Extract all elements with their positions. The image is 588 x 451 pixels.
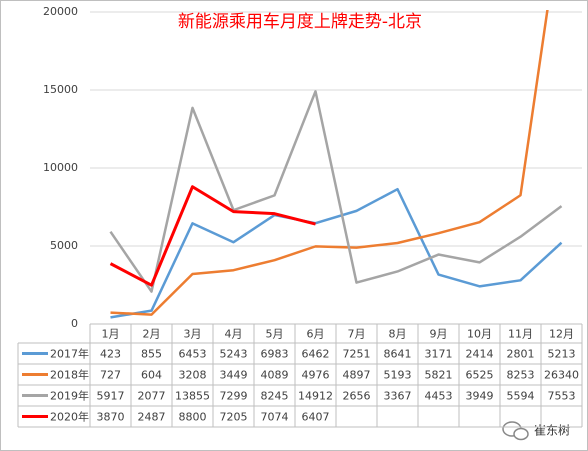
table-value: 8253 [507, 369, 535, 382]
series-line [109, 90, 563, 293]
watermark: 崔东树 [502, 421, 570, 441]
table-value: 6462 [302, 348, 330, 361]
table-value: 5594 [507, 390, 535, 403]
x-tick-label: 9月 [430, 328, 448, 341]
table-value: 2077 [138, 390, 166, 403]
watermark-icon [513, 427, 529, 441]
table-value: 2487 [138, 411, 166, 424]
table-value: 6407 [302, 411, 330, 424]
table-value: 4976 [302, 369, 330, 382]
table-value: 5243 [220, 348, 248, 361]
table-value: 3367 [384, 390, 412, 403]
chart-title: 新能源乘用车月度上牌走势-北京 [178, 12, 422, 32]
table-value: 7074 [261, 411, 289, 424]
table-value: 5917 [97, 390, 125, 403]
table-value: 26340 [544, 369, 579, 382]
x-tick-label: 4月 [225, 328, 243, 341]
table-value: 855 [141, 348, 162, 361]
table-value: 4089 [261, 369, 289, 382]
y-tick-label: 0 [71, 317, 78, 330]
x-tick-label: 5月 [266, 328, 284, 341]
table-value: 7205 [220, 411, 248, 424]
watermark-text: 崔东树 [534, 423, 570, 438]
legend-label: 2018年 [50, 368, 89, 382]
legend-label: 2020年 [50, 410, 89, 424]
table-value: 5821 [425, 369, 453, 382]
table-value: 6983 [261, 348, 289, 361]
table-value: 604 [141, 369, 162, 382]
table-value: 2414 [466, 348, 494, 361]
y-tick-label: 10000 [43, 161, 78, 174]
table-value: 423 [100, 348, 121, 361]
table-value: 7299 [220, 390, 248, 403]
table-value: 727 [100, 369, 121, 382]
series-line [109, 185, 316, 287]
table-value: 7251 [343, 348, 371, 361]
x-tick-label: 2月 [143, 328, 161, 341]
legend-label: 2017年 [50, 347, 89, 361]
table-value: 5213 [548, 348, 576, 361]
table-value: 4453 [425, 390, 453, 403]
table-value: 7553 [548, 390, 576, 403]
table-value: 8641 [384, 348, 412, 361]
x-tick-label: 11月 [508, 328, 533, 341]
table-value: 3171 [425, 348, 453, 361]
table-value: 14912 [298, 390, 333, 403]
x-tick-label: 8月 [389, 328, 407, 341]
table-value: 13855 [175, 390, 210, 403]
table-value: 2656 [343, 390, 371, 403]
y-tick-label: 15000 [43, 83, 78, 96]
x-tick-label: 12月 [549, 328, 574, 341]
table-value: 6525 [466, 369, 494, 382]
table-value: 3449 [220, 369, 248, 382]
series-line [110, 187, 563, 319]
table-value: 8800 [179, 411, 207, 424]
x-tick-label: 7月 [348, 328, 366, 341]
y-tick-label: 5000 [50, 239, 78, 252]
table-value: 3949 [466, 390, 494, 403]
legend-label: 2019年 [50, 389, 89, 403]
table-value: 2801 [507, 348, 535, 361]
plot-area [109, 10, 563, 319]
series-line [110, 10, 549, 316]
table-value: 6453 [179, 348, 207, 361]
x-tick-label: 10月 [467, 328, 492, 341]
table-value: 5193 [384, 369, 412, 382]
x-tick-label: 3月 [184, 328, 202, 341]
table-value: 8245 [261, 390, 289, 403]
x-tick-label: 1月 [102, 328, 120, 341]
table-value: 4897 [343, 369, 371, 382]
table-value: 3870 [97, 411, 125, 424]
x-tick-label: 6月 [307, 328, 325, 341]
y-tick-label: 20000 [43, 5, 78, 18]
table-value: 3208 [179, 369, 207, 382]
